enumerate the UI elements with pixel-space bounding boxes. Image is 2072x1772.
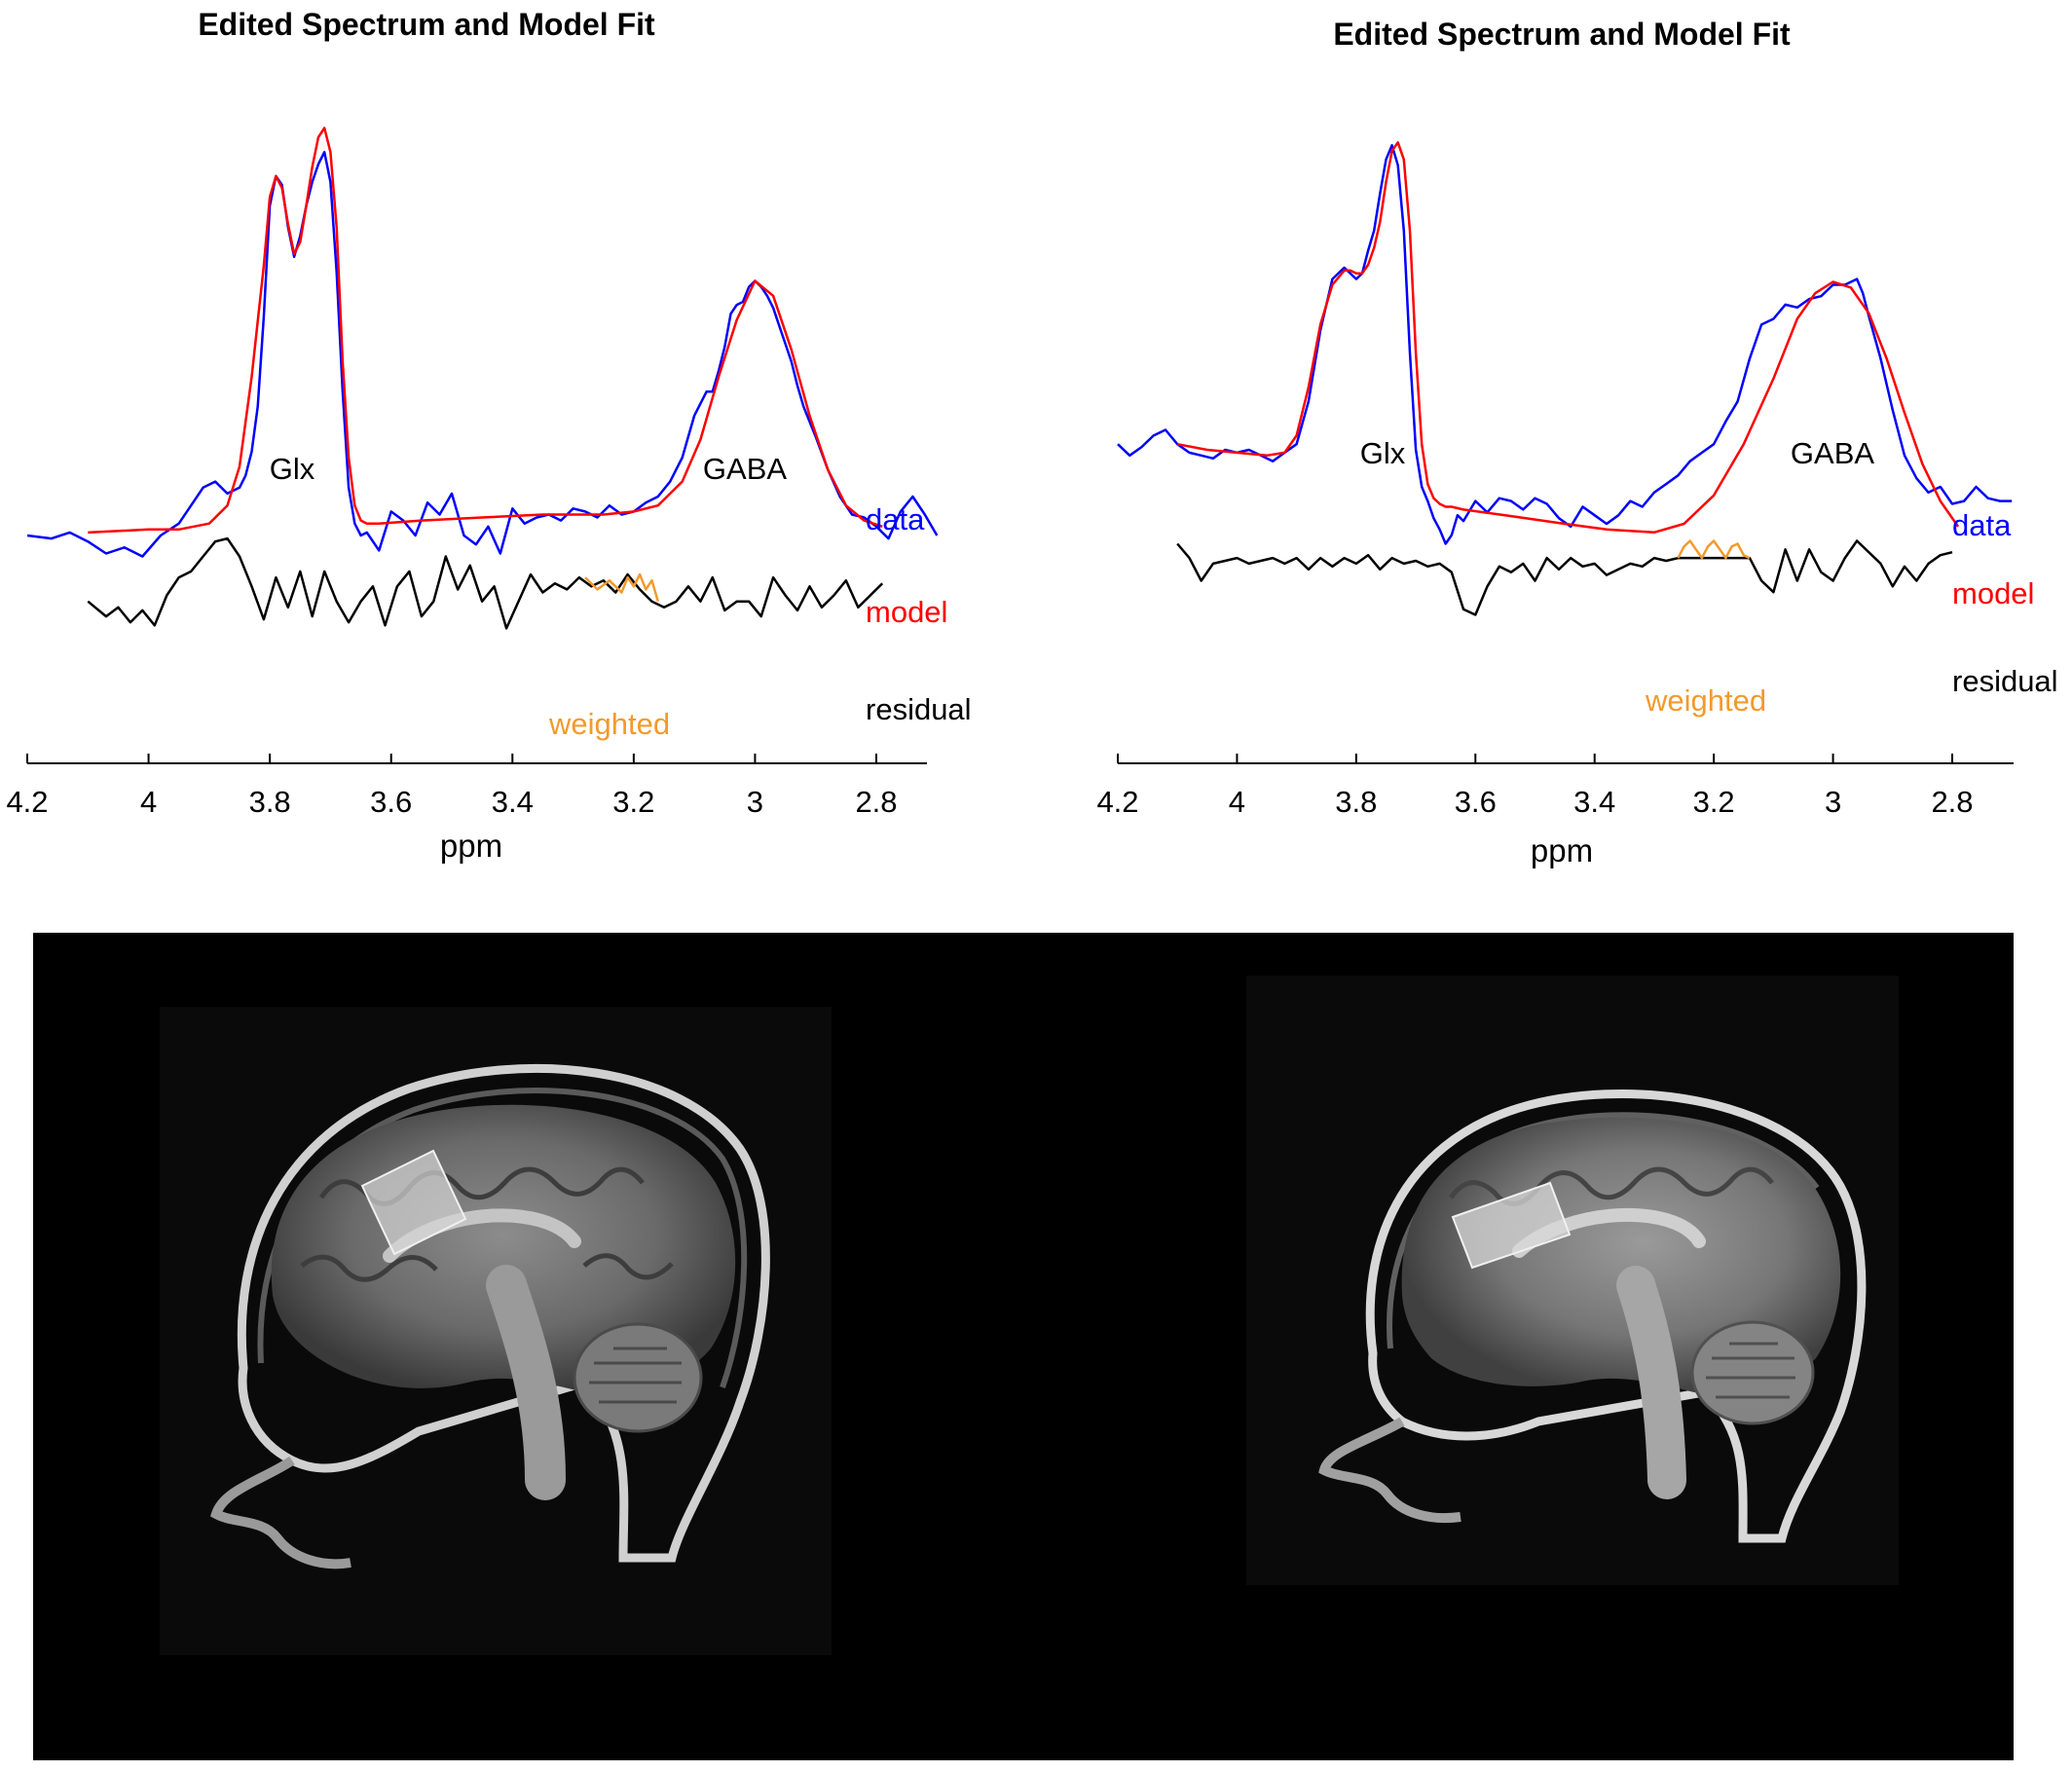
x-tick-label: 4: [140, 785, 157, 819]
peak-label-gaba: GABA: [1791, 436, 1874, 470]
x-tick-label: 3.6: [370, 785, 412, 819]
legend-weighted: weighted: [1645, 683, 1766, 718]
peak-label-gaba: GABA: [703, 452, 787, 486]
x-axis-label: ppm: [440, 828, 502, 864]
legend-data: data: [1952, 508, 2012, 542]
series-weighted-line: [584, 572, 659, 603]
x-tick-label: 3.4: [1573, 785, 1615, 819]
x-tick-label: 3.2: [612, 785, 654, 819]
x-tick-label: 3.8: [1335, 785, 1377, 819]
brain-mri-image: [1246, 976, 1899, 1585]
series-data-line: [1117, 143, 2013, 545]
series-model-line: [88, 127, 883, 535]
legend-residual: residual: [1952, 664, 2058, 698]
x-tick-label: 4.2: [6, 785, 48, 819]
x-axis-label: ppm: [1531, 832, 1593, 868]
series-data-line: [26, 150, 939, 558]
peak-label-glx: Glx: [270, 452, 315, 486]
peak-label-glx: Glx: [1360, 436, 1406, 470]
chart-title: Edited Spectrum and Model Fit: [198, 7, 655, 42]
x-tick-label: 2.8: [1931, 785, 1973, 819]
legend-data: data: [866, 502, 925, 536]
brain-mri-image: [160, 1007, 832, 1655]
x-tick-label: 3.6: [1455, 785, 1497, 819]
x-tick-label: 3: [747, 785, 763, 819]
x-axis-ticks: 4.2 4 3.8 3.6 3.4 3.2 3 2.8: [1096, 754, 1974, 819]
x-tick-label: 3.8: [249, 785, 291, 819]
chart-title: Edited Spectrum and Model Fit: [1333, 17, 1791, 52]
x-tick-label: 4: [1229, 785, 1245, 819]
legend-weighted: weighted: [548, 707, 670, 741]
x-tick-label: 3.2: [1693, 785, 1735, 819]
spectrum-chart-left: Edited Spectrum and Model Fit 4.2 4 3.8 3.6…: [6, 7, 971, 864]
x-tick-label: 3: [1825, 785, 1841, 819]
series-model-line: [1176, 141, 1960, 535]
legend-residual: residual: [866, 692, 972, 726]
x-axis-ticks: 4.2 4 3.8 3.6 3.4 3.2 3 2.8: [6, 754, 898, 819]
legend-model: model: [1952, 576, 2034, 610]
x-tick-label: 3.4: [492, 785, 534, 819]
series-residual-line: [1176, 539, 1953, 616]
series-residual-line: [87, 536, 884, 630]
spectrum-chart-right: Edited Spectrum and Model Fit 4.2 4 3.8 3.6…: [1096, 17, 2057, 868]
series-weighted-line: [1677, 539, 1751, 560]
legend-model: model: [866, 595, 947, 629]
x-tick-label: 2.8: [855, 785, 897, 819]
x-tick-label: 4.2: [1096, 785, 1138, 819]
